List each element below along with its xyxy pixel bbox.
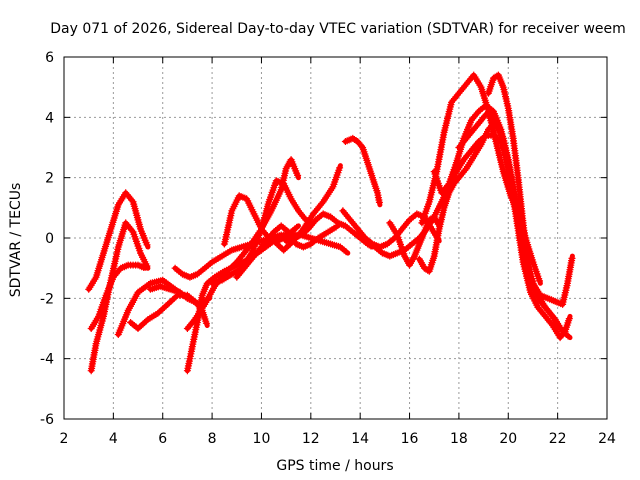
y-tick-label: -2 <box>40 291 54 307</box>
x-tick-label: 12 <box>302 431 320 447</box>
series-1 <box>85 189 151 293</box>
data-series <box>85 71 576 375</box>
series-trace <box>184 232 289 374</box>
series-11 <box>208 177 314 287</box>
x-tick-label: 14 <box>351 431 369 447</box>
y-tick-label: 2 <box>45 171 54 187</box>
series-15 <box>341 134 383 208</box>
series-markers <box>85 189 151 293</box>
x-tick-label: 24 <box>598 431 616 447</box>
series-markers <box>233 222 340 281</box>
y-tick-label: 4 <box>45 110 54 126</box>
chart-title: Day 071 of 2026, Sidereal Day-to-day VTE… <box>50 21 626 37</box>
y-axis-label: SDTVAR / TECUs <box>8 183 24 298</box>
series-markers <box>282 210 375 250</box>
x-tick-label: 18 <box>450 431 468 447</box>
series-7 <box>183 232 289 375</box>
y-tick-label: -4 <box>40 352 54 368</box>
x-axis-label: GPS time / hours <box>276 458 393 474</box>
series-markers <box>87 219 151 375</box>
x-tick-label: 4 <box>109 431 118 447</box>
series-markers <box>341 134 383 206</box>
series-markers <box>485 71 576 308</box>
series-18 <box>386 213 442 269</box>
x-tick-label: 20 <box>499 431 517 447</box>
series-10 <box>171 231 351 281</box>
series-markers <box>87 261 148 332</box>
series-23 <box>485 71 576 308</box>
x-tick-label: 22 <box>549 431 567 447</box>
x-tick-label: 2 <box>60 431 69 447</box>
x-tick-label: 10 <box>253 431 271 447</box>
series-12 <box>233 222 341 281</box>
y-tick-label: -6 <box>40 412 54 428</box>
x-tick-label: 6 <box>158 431 167 447</box>
series-markers <box>455 110 573 342</box>
series-14 <box>282 210 375 250</box>
x-tick-label: 8 <box>208 431 217 447</box>
series-22 <box>455 110 573 342</box>
y-tick-label: 0 <box>45 231 54 247</box>
series-markers <box>386 213 442 269</box>
series-13 <box>270 163 344 254</box>
series-2 <box>87 219 151 375</box>
y-tick-label: 6 <box>45 50 54 66</box>
x-tick-label: 16 <box>401 431 419 447</box>
series-3 <box>87 261 148 332</box>
